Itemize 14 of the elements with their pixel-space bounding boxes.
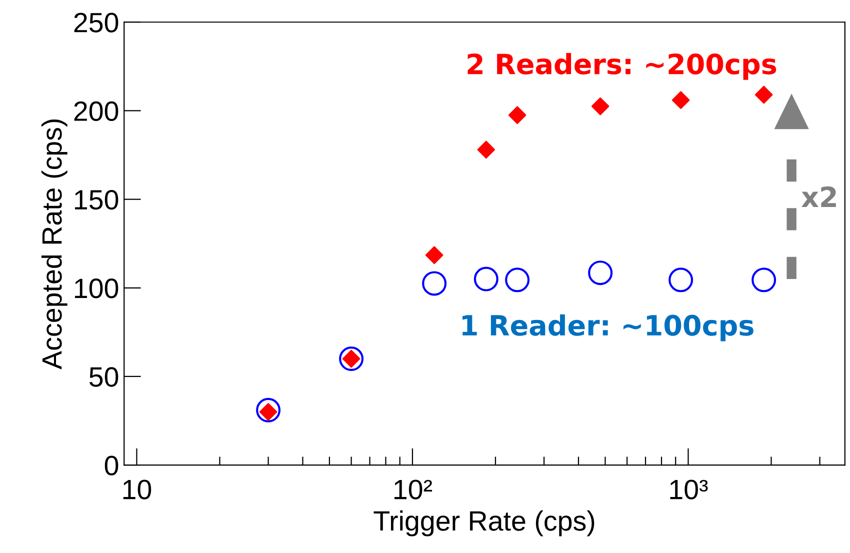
y-tick-label: 150 [75,190,118,210]
y-tick-label: 0 [104,456,118,476]
x-tick-label: 10 [123,480,152,500]
y-axis-title: Accepted Rate (cps) [41,119,68,370]
annotation: x2 [801,186,836,207]
y-tick-label: 200 [74,101,118,122]
y-tick-label: 50 [89,367,118,387]
y-tick-label: 250 [74,12,118,32]
x-tick-label: 10³ [670,480,708,500]
annotation: 2 Readers: ~200cps [468,52,776,80]
y-tick-label: 100 [75,278,118,298]
annotation: 1 Reader: ~100cps [462,314,754,342]
x-axis-title: Trigger Rate (cps) [374,510,594,536]
x-tick-label: 10² [394,480,432,500]
